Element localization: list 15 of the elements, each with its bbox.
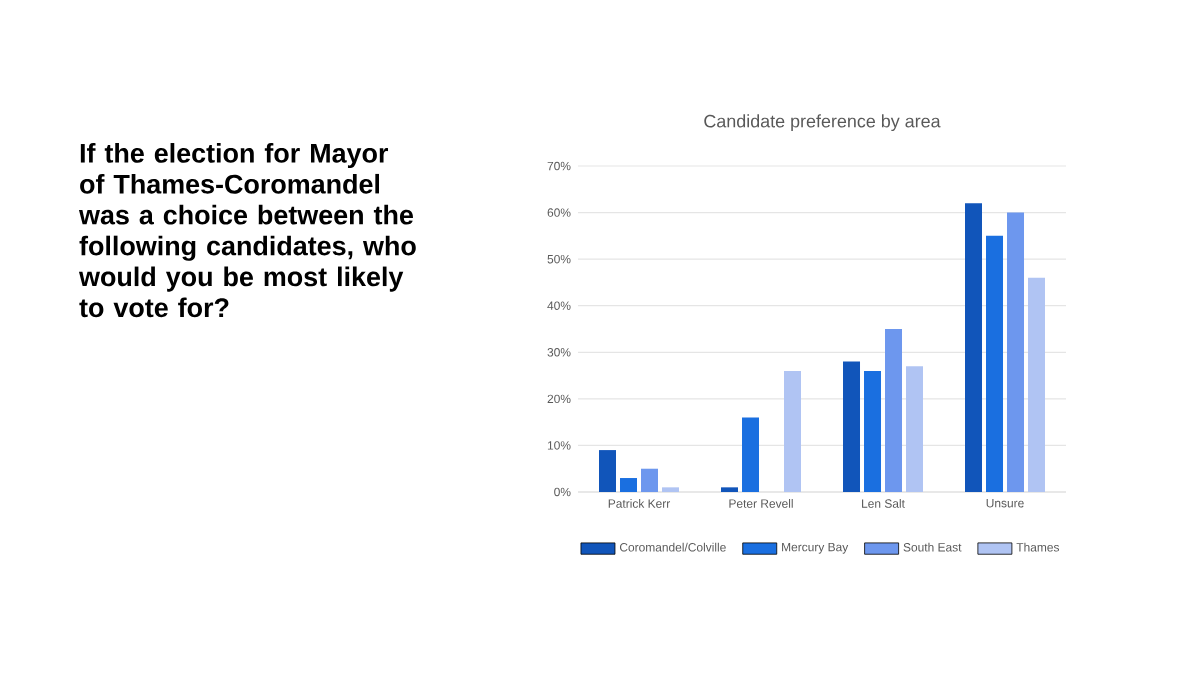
bar — [599, 450, 617, 492]
bar — [885, 329, 903, 492]
bar — [1007, 212, 1025, 492]
bar — [784, 370, 802, 492]
bar — [843, 361, 861, 492]
chart-title: Candidate preference by area — [704, 114, 941, 132]
bar — [1028, 277, 1046, 492]
bar — [864, 370, 882, 492]
bar — [641, 468, 659, 492]
bar — [965, 203, 982, 492]
bar — [906, 366, 924, 492]
bar — [742, 417, 760, 492]
bar — [986, 235, 1004, 492]
text: If the election for Mayor of Thames-Coromandel was a choice between the following candidates, who would you be most likely to vote for? — [78, 143, 416, 318]
bar — [620, 478, 638, 492]
